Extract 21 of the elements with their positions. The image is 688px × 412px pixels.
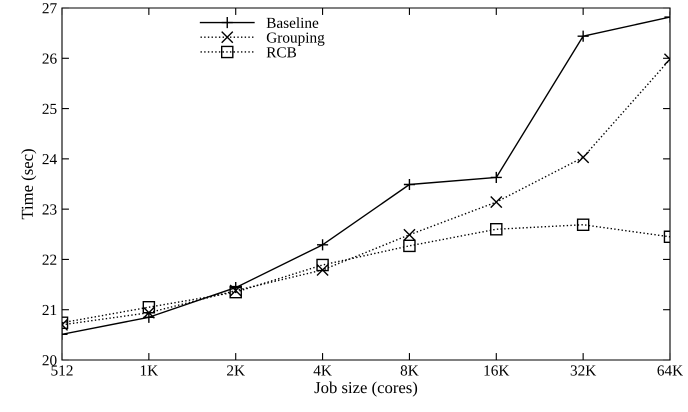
x-tick-label: 8K — [400, 365, 419, 376]
y-tick-label: 20 — [42, 355, 57, 366]
y-axis-title: Time (sec) — [21, 149, 36, 220]
y-tick-label: 23 — [42, 204, 57, 215]
y-tick-label: 27 — [42, 3, 57, 14]
legend-label: Grouping — [266, 32, 324, 46]
y-tick-label: 22 — [42, 254, 56, 265]
y-tick-label: 21 — [42, 304, 56, 316]
x-tick-label: 4K — [314, 365, 332, 376]
x-tick-label: 1K — [140, 365, 158, 376]
x-tick-label: 2K — [227, 365, 245, 376]
y-tick-label: 26 — [42, 53, 57, 64]
x-axis-title: Job size (cores) — [314, 381, 418, 397]
x-tick-label: 32K — [570, 365, 596, 376]
legend-label: Baseline — [266, 17, 318, 28]
x-tick-label: 64K — [658, 365, 683, 376]
y-tick-label: 25 — [42, 104, 57, 114]
x-tick-label: 16K — [484, 365, 510, 376]
y-tick-label: 24 — [42, 154, 57, 164]
legend-label: RCB — [266, 47, 296, 58]
x-tick-label: 512 — [51, 365, 73, 376]
